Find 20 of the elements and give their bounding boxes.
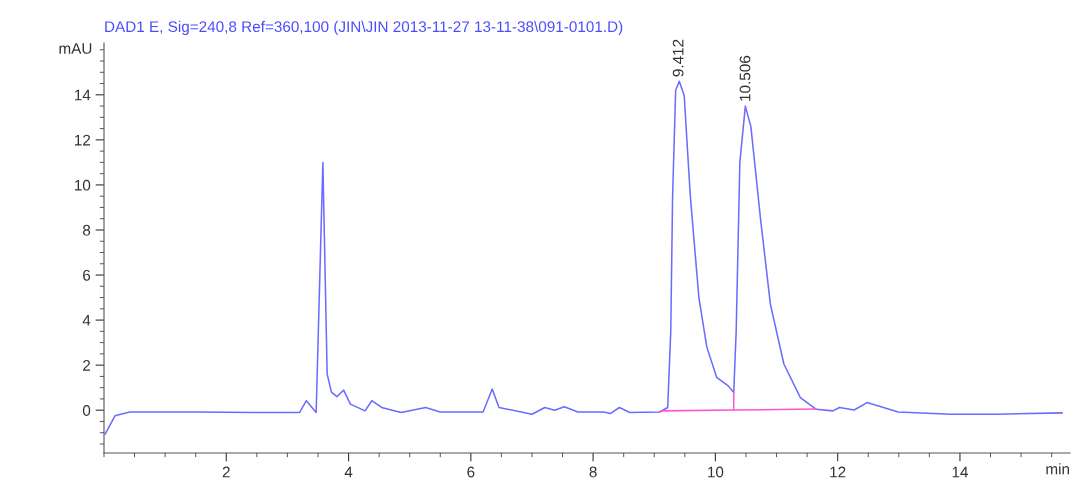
x-tick-label: 12 <box>830 466 846 478</box>
y-tick-label: 14 <box>74 89 91 101</box>
y-tick-label: 12 <box>74 134 91 146</box>
annotation: 10.506 <box>739 55 751 101</box>
x-tick-label: 4 <box>344 466 353 478</box>
y-tick-label: 4 <box>82 315 91 326</box>
y-tick-label: 6 <box>83 269 91 281</box>
x-tick-label: 8 <box>589 466 597 478</box>
chart-title: DAD1 E, Sig=240,8 Ref=360,100 (JIN\JIN 2013-11-27 13-11-38\091-0101.D) <box>105 20 623 36</box>
x-tick-label: 14 <box>952 466 968 478</box>
y-axis-title: mAU <box>59 43 92 54</box>
y-tick-label: 10 <box>74 179 91 191</box>
y-tick-label: 0 <box>82 405 91 416</box>
y-tick-label: 8 <box>82 224 91 236</box>
y-tick-label: 2 <box>83 360 91 371</box>
x-tick-label: 2 <box>222 466 230 478</box>
x-tick-label: 6 <box>467 466 475 478</box>
x-tick-label: 10 <box>708 466 724 478</box>
annotation: 9.412 <box>672 39 684 77</box>
x-axis-title: min <box>1046 463 1070 475</box>
